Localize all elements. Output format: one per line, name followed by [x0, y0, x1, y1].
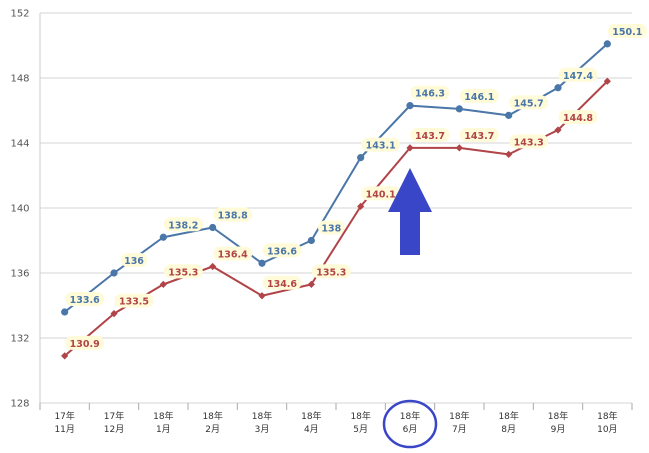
y-tick-label: 140	[10, 204, 29, 215]
data-label: 136	[124, 256, 144, 267]
data-label: 136.4	[218, 250, 248, 261]
x-tick-label: 18年 8月	[498, 410, 518, 435]
data-label-bg	[163, 217, 203, 232]
data-label-bg	[65, 292, 105, 306]
data-label: 143.7	[464, 131, 494, 142]
series-2-point	[159, 280, 167, 288]
data-label-bg	[318, 220, 345, 235]
series-1-point	[603, 40, 611, 48]
data-label: 146.1	[464, 92, 494, 103]
data-label-bg	[114, 293, 154, 308]
data-label-bg	[459, 88, 499, 103]
series-1-point	[455, 105, 463, 113]
y-tick-label: 148	[10, 74, 29, 85]
series-2-point	[357, 202, 365, 210]
data-label: 150.1	[612, 27, 642, 38]
series-2-point	[455, 144, 463, 152]
x-tick-label: 18年 5月	[350, 410, 370, 435]
data-label-bg	[459, 127, 499, 142]
data-label: 145.7	[514, 98, 544, 109]
y-tick-label: 128	[10, 399, 29, 410]
data-label: 136.6	[267, 246, 297, 257]
data-label: 143.1	[366, 141, 396, 152]
data-label-bg	[262, 243, 302, 258]
highlight-arrow	[388, 168, 432, 255]
x-tick-label: 18年 9月	[548, 410, 568, 435]
series-2-point	[603, 77, 611, 85]
series-2-point	[554, 126, 562, 134]
x-tick-label: 18年 2月	[202, 410, 222, 435]
series-2-point	[61, 352, 69, 360]
series-1-point	[159, 233, 167, 241]
data-label: 147.4	[563, 71, 593, 82]
data-label-bg	[361, 186, 401, 201]
data-label: 135.3	[168, 267, 198, 278]
series-1-point	[406, 102, 414, 110]
data-label: 146.3	[415, 89, 445, 100]
data-label-bg	[410, 127, 450, 142]
series-1-point	[307, 236, 315, 245]
series-2-point	[406, 144, 414, 152]
x-tick-label: 18年 3月	[252, 410, 272, 435]
series-line-1	[64, 43, 608, 313]
series-2-point	[110, 310, 118, 318]
highlight-circle	[382, 399, 438, 449]
x-tick-label: 17年 11月	[54, 410, 74, 435]
data-label: 133.6	[70, 295, 100, 306]
data-label-bg	[120, 253, 148, 267]
data-label: 133.5	[119, 297, 149, 308]
series-1-point	[357, 154, 365, 162]
data-label-bg	[262, 275, 302, 290]
series-1-point	[505, 111, 513, 119]
data-label-bg	[213, 246, 253, 261]
series-2-point	[505, 150, 513, 158]
data-label: 138	[321, 224, 341, 235]
data-label: 134.6	[267, 279, 297, 290]
data-label-bg	[213, 207, 253, 222]
data-label: 138.8	[218, 211, 248, 222]
data-label-bg	[509, 134, 549, 149]
series-2-point	[258, 292, 266, 300]
data-label: 143.3	[514, 137, 544, 148]
data-label-bg	[607, 23, 647, 38]
series-1-point	[209, 223, 217, 232]
series-line-2	[64, 80, 609, 357]
data-label: 144.8	[563, 113, 593, 124]
data-label: 130.9	[70, 339, 100, 350]
y-tick-label: 152	[10, 9, 29, 20]
series-1-point	[258, 259, 266, 267]
series-1-point	[554, 84, 562, 92]
series-1-point	[110, 269, 118, 277]
data-label-bg	[163, 264, 203, 279]
data-label: 135.3	[316, 267, 346, 278]
y-tick-label: 132	[10, 334, 29, 345]
series-2-point	[209, 262, 217, 271]
data-label: 138.2	[168, 220, 198, 231]
x-tick-label: 18年 10月	[597, 410, 617, 435]
series-1-point	[61, 308, 69, 316]
data-label-bg	[558, 67, 598, 82]
data-label-bg	[509, 95, 549, 110]
data-label-bg	[65, 335, 105, 350]
data-label: 143.7	[415, 131, 445, 142]
y-tick-label: 144	[10, 139, 29, 150]
data-label-bg	[311, 264, 351, 279]
data-label-bg	[410, 85, 450, 100]
x-tick-label: 18年 6月	[400, 410, 420, 435]
x-tick-label: 18年 7月	[449, 410, 469, 435]
y-tick-label: 136	[10, 269, 29, 280]
data-label: 140.1	[366, 189, 396, 200]
x-tick-label: 18年 4月	[301, 410, 321, 435]
series-2-point	[307, 280, 315, 288]
data-label-bg	[558, 110, 598, 124]
x-tick-label: 18年 1月	[153, 410, 173, 435]
x-tick-label: 17年 12月	[104, 410, 124, 435]
data-label-bg	[361, 137, 401, 152]
